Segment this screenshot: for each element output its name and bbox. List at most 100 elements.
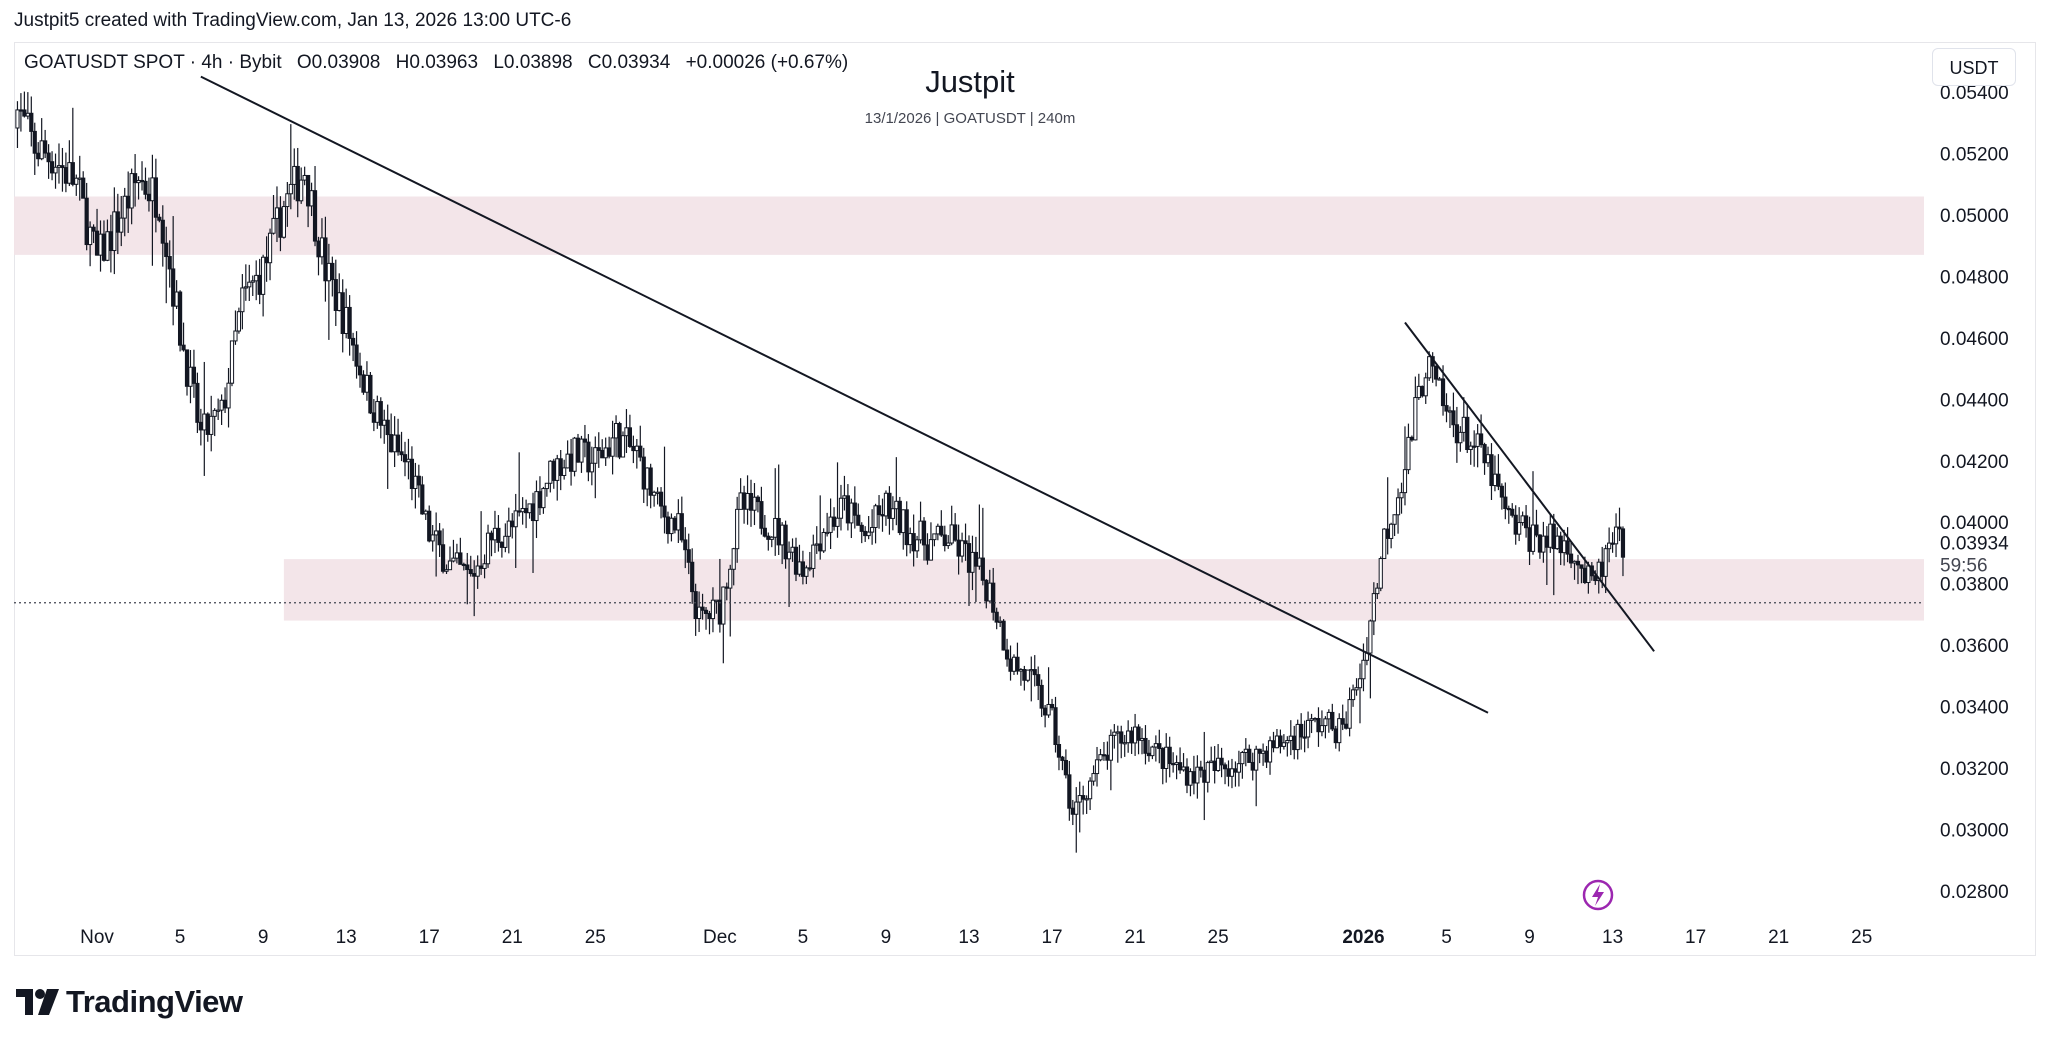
candle-body — [579, 438, 584, 463]
candle-body — [831, 516, 837, 527]
candle-body — [876, 505, 882, 516]
candle-body — [1164, 746, 1169, 769]
candle-body — [254, 274, 259, 282]
candle-body — [735, 508, 740, 550]
candle-body — [1562, 540, 1567, 554]
support-zone — [283, 559, 1924, 621]
candle-body — [1354, 687, 1359, 691]
candle-body — [375, 401, 380, 423]
candle-body — [434, 530, 439, 536]
candle-body — [67, 162, 72, 184]
candle-body — [1523, 515, 1529, 529]
candle-body — [1222, 764, 1228, 770]
currency-button[interactable]: USDT — [1932, 48, 2016, 86]
candle-body — [136, 179, 141, 184]
candle-body — [1371, 593, 1376, 622]
candle-body — [271, 217, 276, 234]
y-tick-label: 0.05200 — [1940, 144, 2009, 165]
candle-body — [226, 382, 231, 409]
candle-body — [717, 599, 722, 625]
x-tick-label: 21 — [1768, 927, 1789, 948]
candle-body — [319, 237, 325, 258]
y-tick-label: 0.05000 — [1940, 206, 2009, 227]
candle-body — [714, 599, 719, 602]
candle-body — [392, 434, 397, 453]
x-tick-label: 13 — [336, 927, 357, 948]
symbol-ohlc-legend: GOATUSDT SPOT · 4h · Bybit O0.03908 H0.0… — [24, 52, 858, 74]
zones-layer — [14, 196, 1924, 621]
candle-body — [845, 495, 850, 524]
candle-body — [1112, 731, 1117, 736]
candle-body — [769, 536, 774, 540]
candle-body — [1330, 711, 1335, 730]
candle-body — [264, 256, 269, 264]
candle-body — [617, 423, 622, 458]
candle-body — [1126, 730, 1131, 744]
candle-body — [389, 434, 394, 453]
candles-layer — [15, 91, 1626, 853]
candle-body — [510, 520, 515, 528]
candle-body — [703, 609, 709, 615]
candle-body — [88, 226, 93, 246]
candle-body — [281, 206, 286, 238]
candle-body — [1122, 742, 1127, 745]
candle-body — [309, 190, 314, 207]
candle-body — [240, 287, 245, 313]
candle-body — [212, 409, 217, 417]
chart-caption: Justpit5 created with TradingView.com, J… — [14, 10, 572, 31]
candle-body — [1427, 356, 1432, 379]
candle-body — [70, 162, 75, 185]
candle-body — [984, 579, 989, 602]
candle-body — [686, 549, 691, 563]
candle-body — [344, 306, 349, 335]
candle-body — [94, 230, 100, 256]
candle-body — [285, 193, 290, 208]
candle-body — [74, 177, 79, 185]
candle-body — [949, 524, 954, 544]
candle-body — [1586, 565, 1591, 584]
candle-body — [444, 569, 449, 572]
candle-body — [1198, 766, 1203, 771]
candle-body — [195, 382, 200, 423]
candle-body — [1472, 445, 1477, 448]
candle-body — [748, 493, 754, 511]
candle-body — [1043, 707, 1048, 716]
candle-body — [122, 195, 127, 219]
candle-body — [1115, 731, 1120, 734]
candle-body — [645, 467, 650, 490]
candle-body — [935, 525, 940, 535]
candle-body — [1385, 528, 1390, 539]
candle-body — [1295, 723, 1300, 751]
y-tick-label: 0.04800 — [1940, 267, 2009, 288]
trendlines-layer — [200, 75, 1655, 714]
candle-body — [707, 613, 712, 620]
candle-body — [676, 513, 681, 531]
candle-body — [198, 421, 203, 431]
candle-body — [568, 453, 574, 472]
symbol-name[interactable]: GOATUSDT SPOT · 4h · Bybit — [24, 52, 282, 73]
candle-body — [1025, 669, 1030, 681]
candle-body — [1458, 431, 1463, 444]
candle-body — [454, 552, 459, 559]
tradingview-logo[interactable]: TradingView — [16, 984, 243, 1020]
candle-body — [219, 399, 224, 411]
candle-body — [1395, 497, 1401, 516]
candle-body — [1447, 410, 1453, 413]
candle-body — [1011, 656, 1017, 672]
candle-body — [489, 532, 494, 541]
candle-body — [558, 458, 563, 476]
candle-body — [1399, 492, 1404, 499]
candle-body — [513, 510, 518, 528]
candle-body — [1063, 759, 1068, 776]
candle-body — [1305, 719, 1311, 738]
x-tick-label: 9 — [258, 927, 269, 948]
chart-subtitle: 13/1/2026 | GOATUSDT | 240m — [864, 110, 1076, 127]
candle-body — [402, 454, 408, 463]
candle-body — [1350, 689, 1356, 701]
candle-body — [1496, 473, 1501, 487]
candle-body — [1056, 744, 1062, 758]
candle-body — [1382, 528, 1387, 560]
lightning-icon[interactable] — [1582, 879, 1614, 911]
candle-body — [1236, 763, 1241, 773]
